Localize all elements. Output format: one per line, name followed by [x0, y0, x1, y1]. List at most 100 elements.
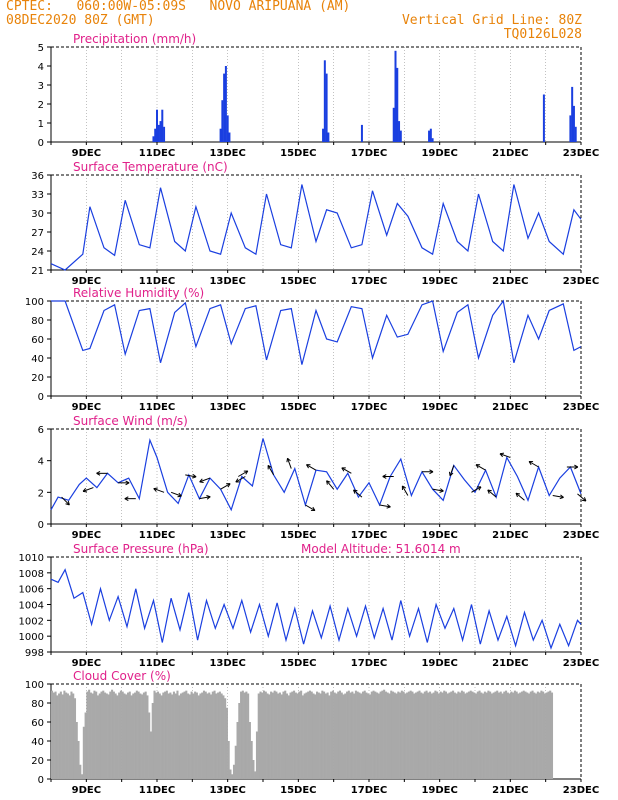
x-tick-label: 11DEC [139, 402, 175, 413]
cloud-bar [222, 695, 225, 779]
cloud-bar [330, 691, 333, 779]
cloud-bar [338, 690, 342, 779]
cloud-bar [206, 693, 209, 779]
cloud-bar [510, 691, 513, 779]
y-tick-label: 1010 [19, 553, 44, 564]
cloud-bar [354, 690, 357, 779]
wind-arrow-head [235, 478, 239, 483]
x-tick-label: 23DEC [563, 148, 599, 159]
cloud-bar [231, 774, 234, 779]
cloud-bar [254, 771, 257, 779]
cloud-bar [68, 695, 71, 779]
cloud-bar [360, 693, 363, 779]
y-tick-label: 0 [38, 138, 44, 149]
cloud-bar [291, 691, 294, 779]
wind-arrow-head [326, 480, 331, 483]
cloud-bar [157, 691, 160, 779]
y-tick-label: 27 [31, 228, 44, 239]
cloud-bar [217, 692, 220, 779]
wind-arrow-shaft [379, 504, 391, 508]
y-tick-label: 2 [38, 488, 44, 499]
cloud-bar [536, 691, 539, 779]
cloud-bar [188, 694, 191, 779]
cloud-bar [79, 764, 82, 779]
cloud-bar [107, 694, 110, 779]
cloud-bar [503, 691, 506, 779]
x-tick-label: 15DEC [280, 276, 316, 287]
y-tick-label: 1002 [19, 616, 44, 627]
precip-bar [221, 100, 224, 142]
cloud-bar [98, 693, 101, 779]
cloud-bar [73, 698, 77, 779]
cloud-bar [151, 703, 154, 779]
cloud-bar [505, 690, 508, 779]
cloud-bar [171, 694, 174, 779]
cloud-bar [370, 691, 373, 779]
cloud-bar [399, 692, 402, 779]
cloud-bar [234, 745, 237, 779]
cloud-bar [376, 692, 379, 779]
panel-title: Relative Humidity (%) [73, 286, 204, 300]
wind-arrow-head [96, 470, 101, 474]
cloud-bar [462, 691, 465, 779]
panel-title: Surface Temperature (nC) [73, 160, 228, 174]
wind-arrow-shaft [306, 464, 317, 471]
wind-arrow-head [153, 487, 158, 490]
wind-arrow-shaft [199, 477, 211, 483]
y-tick-label: 40 [31, 737, 44, 748]
cloud-bar [137, 691, 140, 779]
wind-arrow-shaft [199, 496, 211, 500]
cloud-bar [201, 692, 204, 779]
cloud-bar [257, 693, 260, 779]
wind-arrow-head [326, 480, 328, 485]
y-tick-label: 20 [31, 756, 44, 767]
cloud-bar [280, 694, 283, 779]
wind-arrow-head [475, 464, 479, 469]
cloud-bar [100, 691, 103, 779]
cloud-bar [347, 690, 350, 779]
wind-arrow-head [199, 478, 203, 483]
cloud-bar [104, 692, 107, 779]
precip-bar [223, 73, 226, 142]
cloud-bar [130, 695, 133, 779]
wind-arrow-head [382, 476, 387, 479]
precip-bar [156, 109, 158, 142]
precip-bar [392, 107, 395, 142]
wind-arrow-head [286, 458, 288, 463]
cloud-bar [174, 693, 177, 779]
cloud-bar [499, 691, 502, 779]
panel-frame [50, 174, 582, 271]
cloud-bar [464, 693, 467, 779]
cloud-bar [342, 694, 345, 779]
x-tick-label: 15DEC [280, 530, 316, 541]
cloud-bar [261, 692, 264, 779]
cloud-bar [365, 692, 368, 779]
wind-arrow-head [177, 495, 182, 498]
cloud-bar [397, 691, 400, 779]
cloud-bar [252, 760, 255, 779]
header-date: 08DEC2020 80Z (GMT) [6, 13, 155, 28]
cloud-bar [187, 693, 190, 779]
cloud-bar [75, 722, 78, 779]
precip-bar [399, 130, 402, 142]
cloud-bar [416, 691, 419, 779]
cloud-bar [275, 691, 278, 779]
cloud-bar [446, 693, 449, 779]
cloud-bar [169, 692, 172, 779]
cloud-bar [506, 692, 509, 779]
wind-arrow-shaft [82, 487, 94, 492]
cloud-bar [466, 692, 469, 779]
wind-arrow-head [153, 488, 157, 492]
wind-arrow-head [439, 488, 444, 492]
cloud-bar [469, 690, 472, 779]
cloud-bar [59, 691, 62, 779]
precip-bar [163, 126, 166, 142]
cloud-bar [407, 691, 410, 779]
cloud-bar [116, 695, 119, 779]
cloud-bar [158, 693, 161, 779]
wind-arrow-head [574, 464, 579, 468]
cloud-bar [153, 690, 156, 779]
cloud-bar [162, 692, 165, 779]
cloud-bar [204, 691, 207, 779]
cloud-bar [300, 690, 303, 779]
